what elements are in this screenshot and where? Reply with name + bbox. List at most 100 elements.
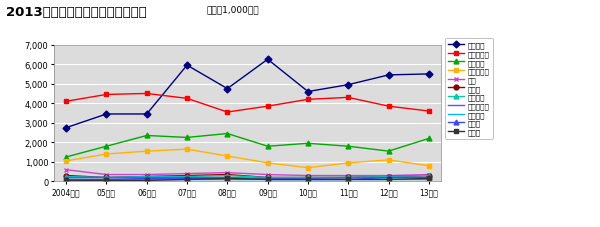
汚泥 [344,174,352,177]
金属くず [304,142,311,145]
土砂・瓦礫 [304,167,311,169]
木くず [264,178,271,181]
固形燃料 [143,178,151,181]
鉱さい類 [143,113,151,116]
木くず [304,178,311,181]
鉱さい類 [385,74,392,77]
ガラスくず [184,176,191,179]
汚泥 [224,171,231,174]
紙くず [264,176,271,179]
その他 [62,179,70,182]
燃え殻・灰 [344,96,352,99]
鉱さい類 [103,113,110,116]
Line: 土砂・瓦礫: 土砂・瓦礫 [64,147,431,170]
鉱さい類 [344,84,352,87]
Line: その他: その他 [64,176,431,183]
金属くず [143,135,151,137]
汚泥 [62,169,70,171]
ガラスくず [344,176,352,179]
固形燃料 [184,178,191,181]
鉱さい類 [184,64,191,67]
金属くず [103,145,110,148]
その他 [224,177,231,180]
金属くず [385,150,392,153]
汚泥 [143,173,151,176]
廃プラ類 [344,176,352,179]
その他 [103,179,110,182]
その他 [184,178,191,181]
その他 [304,178,311,181]
土砂・瓦礫 [264,162,271,165]
Line: 木くず: 木くず [64,175,431,182]
廃プラ類 [184,175,191,178]
土砂・瓦礫 [103,153,110,156]
Text: 単位：1,000トン: 単位：1,000トン [207,6,260,15]
紙くず [425,174,433,177]
紙くず [103,176,110,179]
木くず [62,178,70,181]
土砂・瓦礫 [385,159,392,162]
その他 [385,178,392,181]
燃え殻・灰 [304,99,311,101]
紙くず [224,173,231,176]
金属くず [264,145,271,148]
固形燃料 [385,178,392,181]
燃え殻・灰 [264,105,271,108]
燃え殻・灰 [62,101,70,103]
Line: 汚泥: 汚泥 [64,168,431,178]
紙くず [304,176,311,179]
木くず [103,178,110,181]
固形燃料 [62,178,70,181]
土砂・瓦礫 [143,150,151,153]
金属くず [184,136,191,139]
金属くず [62,156,70,159]
金属くず [425,137,433,140]
土砂・瓦礫 [344,162,352,165]
燃え殻・灰 [224,111,231,114]
汚泥 [264,173,271,176]
その他 [143,179,151,182]
金属くず [344,145,352,148]
土砂・瓦礫 [62,160,70,163]
紙くず [62,174,70,177]
ガラスくず [385,176,392,179]
木くず [344,178,352,181]
廃プラ類 [304,176,311,179]
ガラスくず [304,177,311,180]
紙くず [143,175,151,178]
ガラスくず [62,176,70,179]
燃え殻・灰 [184,98,191,100]
木くず [425,176,433,179]
その他 [344,178,352,181]
Line: 廃プラ類: 廃プラ類 [64,173,431,180]
ガラスくず [103,176,110,179]
Text: 2013年度　循環資源海上輸送実績: 2013年度 循環資源海上輸送実績 [6,6,147,19]
木くず [224,177,231,180]
土砂・瓦礫 [184,148,191,151]
廃プラ類 [143,175,151,178]
鉱さい類 [264,59,271,61]
土砂・瓦礫 [224,155,231,158]
紙くず [385,175,392,178]
固形燃料 [264,178,271,181]
廃プラ類 [425,174,433,177]
廃プラ類 [224,174,231,177]
燃え殻・灰 [425,110,433,113]
ガラスくず [425,176,433,179]
ガラスくず [143,176,151,179]
汚泥 [385,174,392,177]
土砂・瓦礫 [425,165,433,167]
廃プラ類 [62,175,70,178]
固形燃料 [344,178,352,181]
鉱さい類 [304,91,311,94]
Line: 紙くず: 紙くず [64,172,431,180]
汚泥 [425,173,433,176]
固形燃料 [425,178,433,181]
木くず [143,177,151,180]
Line: 金属くず: 金属くず [64,131,431,160]
ガラスくず [264,177,271,180]
Line: 鉱さい類: 鉱さい類 [64,58,431,131]
固形燃料 [103,178,110,181]
紙くず [184,174,191,177]
金属くず [224,133,231,135]
